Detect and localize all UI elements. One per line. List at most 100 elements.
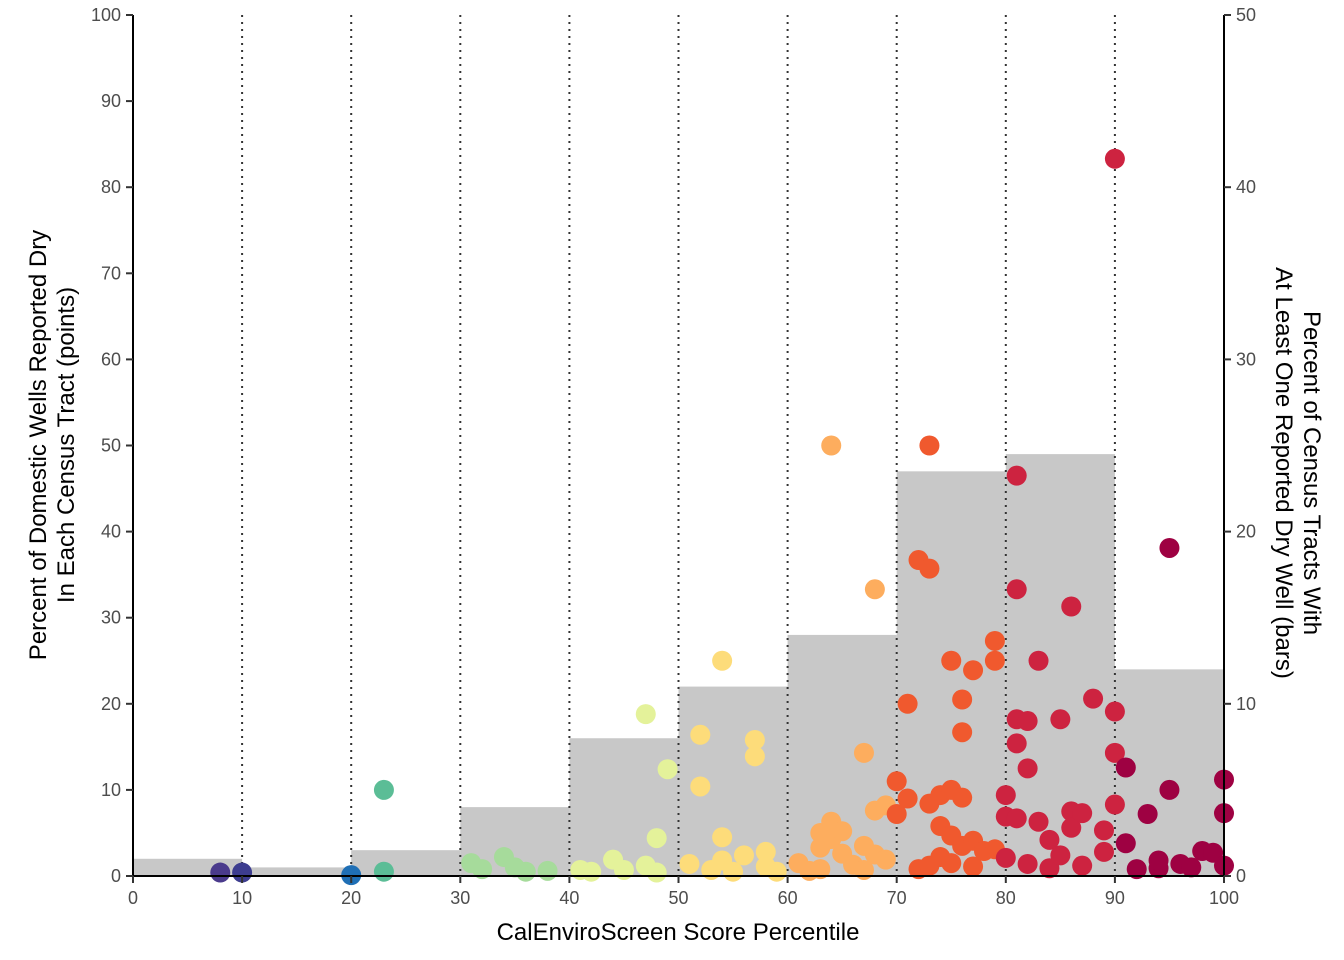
- data-point: [766, 861, 787, 882]
- data-point: [1006, 579, 1027, 600]
- data-point: [1006, 808, 1027, 829]
- data-point: [963, 660, 984, 681]
- data-point: [1093, 820, 1114, 841]
- bar-80-90: [1005, 454, 1115, 876]
- y-right-tick-label: 0: [1236, 866, 1246, 886]
- data-point: [646, 828, 667, 849]
- data-point: [1083, 688, 1104, 709]
- data-point: [1115, 757, 1136, 778]
- data-point: [1017, 758, 1038, 779]
- data-point: [635, 704, 656, 725]
- data-point: [897, 693, 918, 714]
- bars-layer: [133, 454, 1224, 876]
- y-right-tick-label: 30: [1236, 349, 1256, 369]
- data-point: [952, 722, 973, 743]
- data-point: [1115, 833, 1136, 854]
- bar-10-20: [242, 867, 352, 876]
- data-point: [210, 862, 231, 883]
- y-right-tick-label: 10: [1236, 694, 1256, 714]
- right-axis-title: Percent of Census Tracts With At Least O…: [1270, 267, 1325, 679]
- data-point: [1104, 148, 1125, 169]
- data-point: [733, 845, 754, 866]
- x-tick-label: 70: [887, 888, 907, 908]
- y-left-tick-label: 80: [101, 177, 121, 197]
- data-point: [232, 862, 253, 883]
- data-point: [1028, 811, 1049, 832]
- data-point: [941, 650, 962, 671]
- data-point: [657, 759, 678, 780]
- data-point: [679, 853, 700, 874]
- data-point: [995, 847, 1016, 868]
- y-left-tick-label: 20: [101, 694, 121, 714]
- data-point: [1104, 742, 1125, 763]
- y-right-tick-label: 40: [1236, 177, 1256, 197]
- data-point: [1072, 803, 1093, 824]
- data-point: [1104, 701, 1125, 722]
- data-point: [1181, 857, 1202, 878]
- points-layer: [210, 148, 1234, 886]
- axes-layer: 0 10 20 30 40 50 60 70 80 90 100010203040506070809…: [91, 5, 1256, 908]
- x-tick-label: 10: [232, 888, 252, 908]
- data-point: [581, 861, 602, 882]
- y-left-tick-label: 70: [101, 263, 121, 283]
- data-point: [984, 630, 1005, 651]
- right-axis-title-line1: Percent of Census Tracts With: [1298, 311, 1325, 635]
- x-tick-label: 30: [450, 888, 470, 908]
- data-point: [515, 861, 536, 882]
- left-axis-title-line2: In Each Census Tract (points): [53, 287, 80, 603]
- data-point: [832, 821, 853, 842]
- data-point: [995, 785, 1016, 806]
- data-point: [1137, 804, 1158, 825]
- y-left-tick-label: 0: [111, 866, 121, 886]
- y-left-tick-label: 90: [101, 91, 121, 111]
- data-point: [1148, 850, 1169, 871]
- data-point: [810, 859, 831, 880]
- data-point: [875, 849, 896, 870]
- data-point: [1126, 859, 1147, 880]
- data-point: [1104, 794, 1125, 815]
- data-point: [821, 435, 842, 456]
- data-point: [886, 804, 907, 825]
- data-point: [1039, 829, 1060, 850]
- data-point: [373, 779, 394, 800]
- data-point: [723, 861, 744, 882]
- data-point: [1072, 855, 1093, 876]
- data-point: [1050, 709, 1071, 730]
- data-point: [1050, 845, 1071, 866]
- x-axis-title: CalEnviroScreen Score Percentile: [497, 919, 860, 946]
- data-point: [952, 689, 973, 710]
- data-point: [613, 859, 634, 880]
- data-point: [919, 558, 940, 579]
- left-axis-title-line1: Percent of Domestic Wells Reported Dry: [25, 230, 52, 660]
- data-point: [1006, 733, 1027, 754]
- bar-20-30: [351, 850, 461, 876]
- data-point: [472, 859, 493, 880]
- data-point: [690, 724, 711, 745]
- x-tick-label: 50: [668, 888, 688, 908]
- x-tick-label: 80: [996, 888, 1016, 908]
- y-left-tick-label: 60: [101, 349, 121, 369]
- data-point: [941, 853, 962, 874]
- x-tick-label: 0: [128, 888, 138, 908]
- data-point: [373, 861, 394, 882]
- data-point: [1006, 465, 1027, 486]
- data-point: [755, 841, 776, 862]
- y-left-tick-label: 40: [101, 522, 121, 542]
- data-point: [744, 729, 765, 750]
- x-tick-label: 20: [341, 888, 361, 908]
- data-point: [712, 827, 733, 848]
- data-point: [919, 435, 940, 456]
- data-point: [1028, 650, 1049, 671]
- data-point: [864, 579, 885, 600]
- left-axis-title: Percent of Domestic Wells Reported Dry I…: [25, 230, 80, 660]
- bar-70-80: [896, 471, 1006, 876]
- x-tick-label: 100: [1209, 888, 1239, 908]
- y-right-tick-label: 50: [1236, 5, 1256, 25]
- data-point: [744, 746, 765, 767]
- data-point: [646, 862, 667, 883]
- data-point: [1159, 779, 1180, 800]
- y-right-tick-label: 20: [1236, 522, 1256, 542]
- data-point: [1093, 841, 1114, 862]
- data-point: [1061, 817, 1082, 838]
